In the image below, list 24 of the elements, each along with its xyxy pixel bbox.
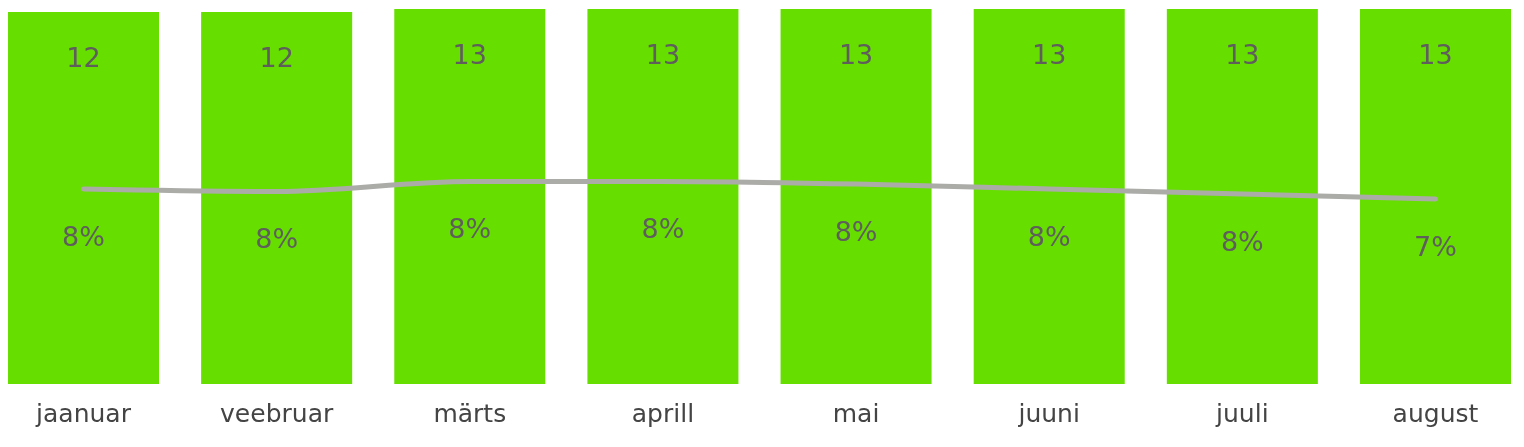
data-label: 8% bbox=[1027, 220, 1071, 252]
x-tick-label: august bbox=[1392, 398, 1479, 428]
data-label: 8% bbox=[62, 220, 105, 252]
x-tick-label: juuli bbox=[1215, 398, 1269, 428]
data-label: 8% bbox=[1220, 225, 1264, 257]
x-tick-label: veebruar bbox=[220, 398, 334, 428]
data-label: 13 bbox=[645, 38, 681, 70]
x-tick-label: märts bbox=[433, 398, 507, 428]
data-label: 8% bbox=[255, 223, 299, 254]
data-label: 13 bbox=[838, 38, 874, 70]
data-label: 13 bbox=[1418, 38, 1453, 70]
data-label: 12 bbox=[66, 41, 101, 73]
data-label: 12 bbox=[259, 41, 294, 73]
x-tick-label: jaanuar bbox=[35, 398, 132, 428]
data-label: 13 bbox=[1032, 38, 1067, 70]
x-tick-label: aprill bbox=[631, 398, 695, 428]
data-label: 8% bbox=[641, 213, 685, 244]
data-label: 13 bbox=[452, 38, 487, 70]
data-label: 13 bbox=[1225, 38, 1260, 70]
data-label: 7% bbox=[1414, 230, 1457, 262]
x-tick-label: juuni bbox=[1017, 398, 1080, 428]
data-label: 8% bbox=[834, 215, 878, 247]
data-label: 8% bbox=[448, 213, 492, 244]
x-tick-label: mai bbox=[832, 398, 880, 428]
